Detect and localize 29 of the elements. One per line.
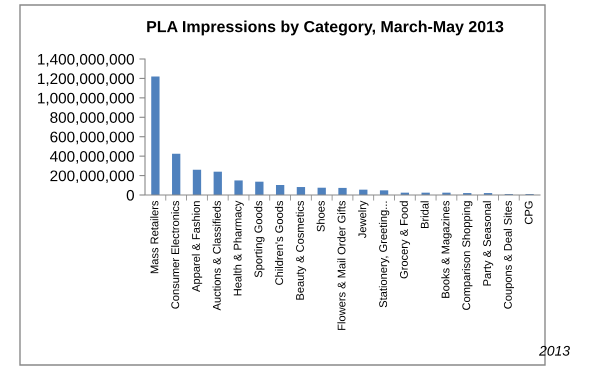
x-tick-label: Health & Pharmacy [233,200,244,296]
x-tick-label: Jewelry [358,200,368,238]
y-tick-label: 0 [126,190,134,201]
x-tick-label: Coupons & Deal Sites [504,200,514,309]
x-tick-label: Stationery, Greeting... [378,202,390,308]
x-tick-label: Bridal [420,201,429,228]
y-tick-label: 1,000,000,000 [38,92,134,106]
x-tick-label: Party & Seasonal [482,201,494,286]
y-tick-label: 400,000,000 [50,151,134,164]
y-tick-label: 200,000,000 [50,170,134,184]
x-tick-label: Flowers & Mail Order Gifts [337,200,346,330]
y-tick-label: 1,400,000,000 [38,54,134,66]
x-tick-label: Mass Retailers [150,200,158,274]
x-tick-label: Consumer Electronics [171,200,180,309]
x-tick-label: Apparel & Fashion [192,201,202,292]
x-tick-label: Children's Goods [274,200,284,285]
x-tick-label: Sporting Goods [254,200,265,278]
text: 2013 [539,346,570,356]
x-tick-label: Grocery & Food [400,201,410,278]
x-tick-label: Auctions & Classifieds [212,200,221,310]
y-tick-label: 600,000,000 [50,132,134,144]
chart-title: PLA Impressions by Category, March-May 2013 [147,20,504,36]
x-tick-label: Books & Magazines [441,200,452,298]
y-tick-label: 800,000,000 [50,112,134,125]
x-tick-label: CPG [524,201,533,224]
x-tick-label: Comparison Shopping [462,201,472,310]
x-tick-label: Beauty & Cosmetics [296,200,306,300]
x-tick-label: Shoes [316,200,325,232]
y-tick-label: 1,200,000,000 [38,73,134,86]
